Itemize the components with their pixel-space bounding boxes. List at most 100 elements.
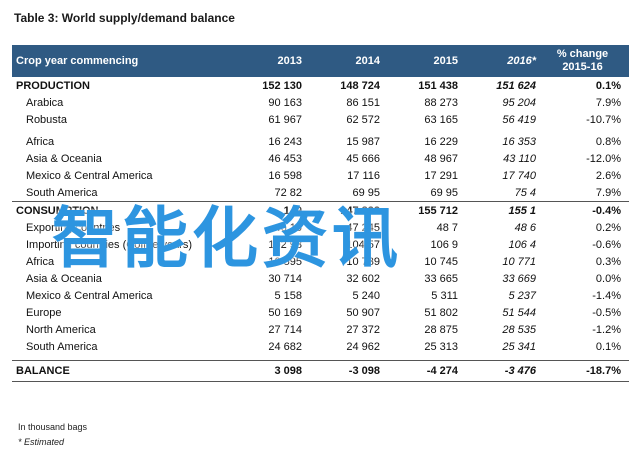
header-label: Crop year commencing [16, 55, 139, 67]
table-title: Table 3: World supply/demand balance [14, 11, 235, 25]
value-cell: -4 274 [388, 360, 466, 382]
table-row: North America 27 714 27 372 28 875 28 535 -1.… [12, 321, 629, 338]
table-row: Asia & Oceania 46 453 45 666 48 967 43 110 -1… [12, 150, 629, 167]
header-year-2014: 2014 [355, 55, 380, 67]
row-label: Exporting countries [26, 221, 121, 234]
header-pct-change: % change 2015-16 [544, 45, 629, 77]
pct-change-cell: -0.6% [592, 238, 621, 251]
table-row: Arabica 90 163 86 151 88 273 95 204 7.9% [12, 94, 629, 111]
header-pct-line1: % change [556, 48, 609, 60]
value-cell: 17 116 [347, 169, 380, 182]
value-cell: 86 151 [346, 96, 380, 109]
value-cell: 16 243 [268, 135, 302, 148]
row-label: North America [26, 323, 96, 336]
table-row: Mexico & Central America 5 158 5 240 5 311 5… [12, 287, 629, 304]
row-label: Mexico & Central America [26, 169, 153, 182]
table-body: PRODUCTION 152 130 148 724 151 438 151 624 0.… [12, 77, 629, 382]
header-row: Crop year commencing 2013 2014 2015 2016… [12, 45, 629, 77]
value-cell: 48 6 [514, 221, 536, 234]
table-notes: In thousand bags * Estimated [18, 420, 87, 450]
pct-change-cell: -1.2% [592, 323, 621, 336]
value-cell: 155 1 [466, 201, 544, 219]
value-cell: 5 311 [431, 289, 458, 302]
value-cell: 25 341 [502, 340, 536, 353]
value-cell: 10 771 [502, 255, 536, 268]
value-cell: 3 098 [230, 360, 310, 382]
value-cell: 106 9 [430, 238, 458, 251]
pct-change-cell: 0.8% [595, 135, 621, 148]
value-cell: 88 273 [424, 96, 458, 109]
value-cell: 50 907 [346, 306, 380, 319]
value-cell: -3 476 [466, 360, 544, 382]
value-cell: 51 544 [502, 306, 536, 319]
pct-change-cell: -0.5% [592, 306, 621, 319]
value-cell: 15 987 [346, 135, 380, 148]
value-cell: 25 313 [424, 340, 458, 353]
value-cell: 75 4 [514, 186, 536, 199]
row-label: Mexico & Central America [26, 289, 153, 302]
value-cell: 24 682 [268, 340, 302, 353]
row-label: Asia & Oceania [26, 152, 102, 165]
value-cell: 102 93 [268, 238, 302, 251]
value-cell: 16 229 [424, 135, 458, 148]
value-cell: 148 724 [340, 79, 380, 92]
value-cell: 5 158 [274, 289, 302, 302]
supply-demand-table: Crop year commencing 2013 2014 2015 2016… [12, 45, 629, 382]
pct-change-cell: 0.0% [595, 272, 621, 285]
value-cell: 149 [230, 201, 310, 219]
row-label: Europe [26, 306, 62, 319]
value-cell: 45 666 [346, 152, 380, 165]
value-cell: 46 10 [274, 221, 302, 234]
pct-change-cell: -18.7% [544, 360, 629, 382]
table-row: PRODUCTION 152 130 148 724 151 438 151 624 0.… [12, 77, 629, 94]
table-row: Europe 50 169 50 907 51 802 51 544 -0.5% [12, 304, 629, 321]
value-cell: 10 595 [268, 255, 302, 268]
row-label: Robusta [26, 113, 67, 126]
table-row: Importing countries (Coffee years) 102 93… [12, 236, 629, 253]
header-year-2013: 2013 [277, 55, 302, 67]
value-cell: 106 4 [508, 238, 536, 251]
estimated-note: * Estimated [18, 437, 65, 447]
table-row: Exporting countries 46 10 47 245 48 7 48 6 0.… [12, 219, 629, 236]
value-cell: 104 57 [346, 238, 380, 251]
value-cell: -3 098 [310, 360, 388, 382]
value-cell: 17 291 [424, 169, 458, 182]
value-cell: 32 602 [346, 272, 380, 285]
table-row: Asia & Oceania 30 714 32 602 33 665 33 669 0.… [12, 270, 629, 287]
table-row: Africa 16 243 15 987 16 229 16 353 0.8% [12, 133, 629, 150]
value-cell: 27 714 [268, 323, 302, 336]
value-cell: 72 82 [274, 186, 302, 199]
row-label: Africa [26, 255, 55, 268]
value-cell: 33 669 [502, 272, 536, 285]
value-cell: 69 95 [430, 186, 458, 199]
table-row: South America 24 682 24 962 25 313 25 341 0.1… [12, 338, 629, 355]
value-cell: 27 372 [346, 323, 380, 336]
pct-change-cell: -1.4% [592, 289, 621, 302]
value-cell: 151 624 [496, 79, 536, 92]
value-cell: 28 875 [424, 323, 458, 336]
table-header: Crop year commencing 2013 2014 2015 2016… [12, 45, 629, 77]
table-row: Africa 10 595 10 739 10 745 10 771 0.3% [12, 253, 629, 270]
row-label: South America [26, 186, 98, 199]
value-cell: 155 712 [388, 201, 466, 219]
value-cell: 33 665 [424, 272, 458, 285]
value-cell: 5 240 [352, 289, 380, 302]
table-row: South America 72 82 69 95 69 95 75 4 7.9% [12, 184, 629, 202]
row-label: Importing countries (Coffee years) [26, 238, 193, 251]
table-row: CONSUMPTION 149 147 822 155 712 155 1 -0.4% [12, 201, 629, 219]
value-cell: 17 740 [502, 169, 536, 182]
value-cell: 48 967 [424, 152, 458, 165]
value-cell: 10 745 [424, 255, 458, 268]
pct-change-cell: 0.3% [595, 255, 621, 268]
pct-change-cell: 7.9% [595, 186, 621, 199]
pct-change-cell: 0.1% [595, 79, 621, 92]
value-cell: 147 822 [310, 201, 388, 219]
value-cell: 43 110 [503, 152, 536, 165]
value-cell: 28 535 [502, 323, 536, 336]
value-cell: 46 453 [268, 152, 302, 165]
value-cell: 10 739 [346, 255, 380, 268]
value-cell: 69 95 [352, 186, 380, 199]
value-cell: 47 245 [346, 221, 380, 234]
pct-change-cell: 2.6% [595, 169, 621, 182]
pct-change-cell: -10.7% [586, 113, 621, 126]
